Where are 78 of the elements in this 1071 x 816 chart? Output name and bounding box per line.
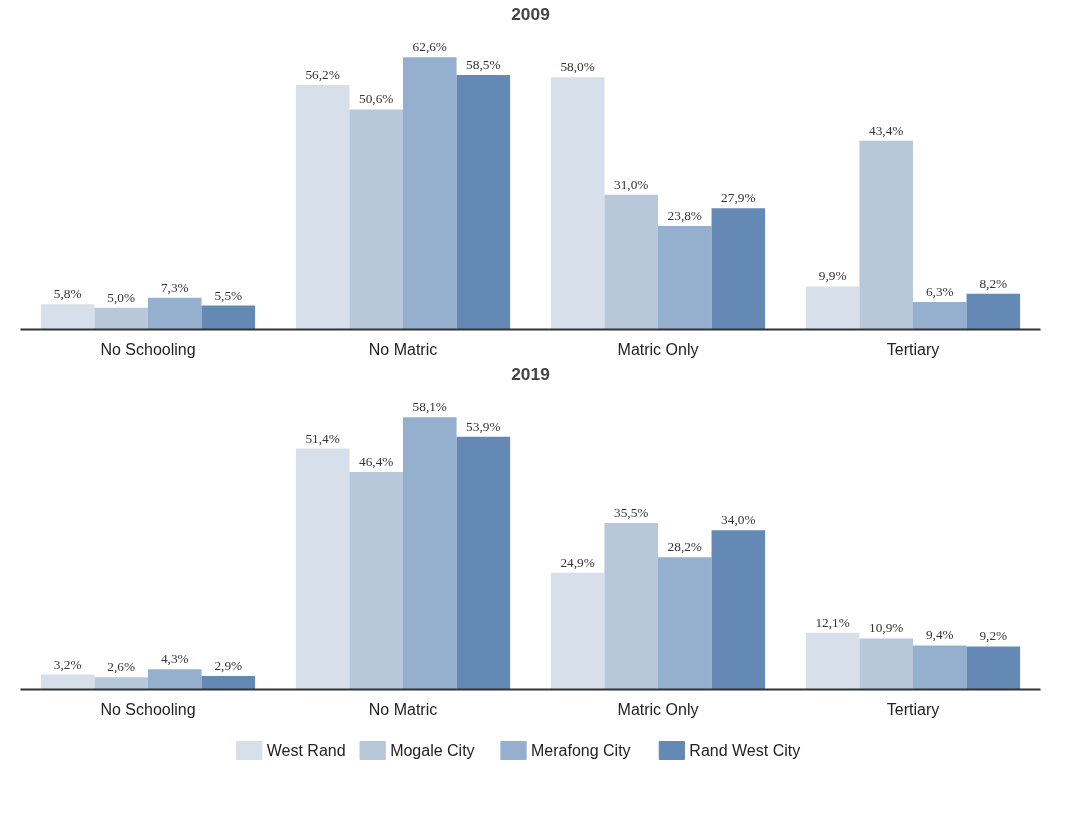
data-label: 62,6% [412,39,447,55]
data-label: 24,9% [560,554,595,570]
data-label: 3,2% [53,656,82,672]
bar [403,417,457,690]
chart-title: 2019 [511,363,550,384]
bar [859,140,913,330]
bar [658,557,712,690]
data-label: 51,4% [305,430,340,446]
data-label: 35,5% [614,505,649,521]
x-tick-label: Matric Only [617,340,699,358]
legend-label: West Rand [266,742,346,759]
x-tick-label: No Matric [368,340,438,358]
data-label: 2,6% [107,659,136,675]
bar [550,572,605,690]
chart-title: 2009 [511,3,550,24]
data-label: 28,2% [667,539,702,555]
x-tick-label: Tertiary [886,700,940,718]
bar [913,645,967,690]
data-label: 46,4% [359,454,394,470]
data-label: 34,0% [721,512,756,528]
bar [805,632,860,690]
legend-label: Rand West City [689,742,801,759]
bar [711,208,766,330]
data-label: 2,9% [214,657,243,673]
bar [966,646,1021,690]
data-label: 56,2% [305,67,340,83]
x-tick-label: No Schooling [100,700,196,718]
bar [40,304,95,330]
bar [349,109,403,330]
x-tick-label: No Matric [368,700,438,718]
data-label: 43,4% [869,122,904,138]
bar [148,669,202,690]
data-label: 27,9% [721,190,756,206]
bar [658,225,712,330]
bar [805,286,860,330]
bar [604,523,658,690]
bar [550,77,605,330]
data-label: 4,3% [160,651,189,667]
data-label: 58,5% [466,57,501,73]
bar [201,305,256,330]
data-label: 5,8% [53,286,82,302]
bar [711,530,766,690]
legend-label: Merafong City [530,742,631,759]
data-label: 8,2% [979,275,1008,291]
x-tick-label: Matric Only [617,700,699,718]
bar [913,302,967,330]
bar [456,75,511,330]
data-label: 23,8% [667,207,702,223]
bar [604,194,658,330]
data-label: 10,9% [869,620,904,636]
bar [966,293,1021,330]
data-label: 58,1% [412,399,447,415]
data-label: 7,3% [160,279,189,295]
data-label: 58,0% [560,59,595,75]
x-tick-label: Tertiary [886,340,940,358]
legend-label: Mogale City [390,742,475,759]
data-label: 9,4% [925,627,954,643]
bar [859,638,913,690]
bar [201,675,256,690]
x-tick-label: No Schooling [100,340,196,358]
data-label: 5,5% [214,287,243,303]
data-label: 5,0% [107,289,136,305]
bar [295,448,350,690]
data-label: 50,6% [359,91,394,107]
bar [456,436,511,690]
bar [148,297,202,330]
data-label: 31,0% [614,176,649,192]
data-label: 6,3% [925,284,954,300]
data-label: 12,1% [815,614,850,630]
data-label: 9,9% [818,268,847,284]
data-label: 9,2% [979,628,1008,644]
data-label: 53,9% [466,418,501,434]
bar [94,307,148,330]
bar [94,677,148,690]
bar [295,85,350,330]
bar [349,472,403,690]
bar [40,674,95,690]
bar [403,57,457,330]
